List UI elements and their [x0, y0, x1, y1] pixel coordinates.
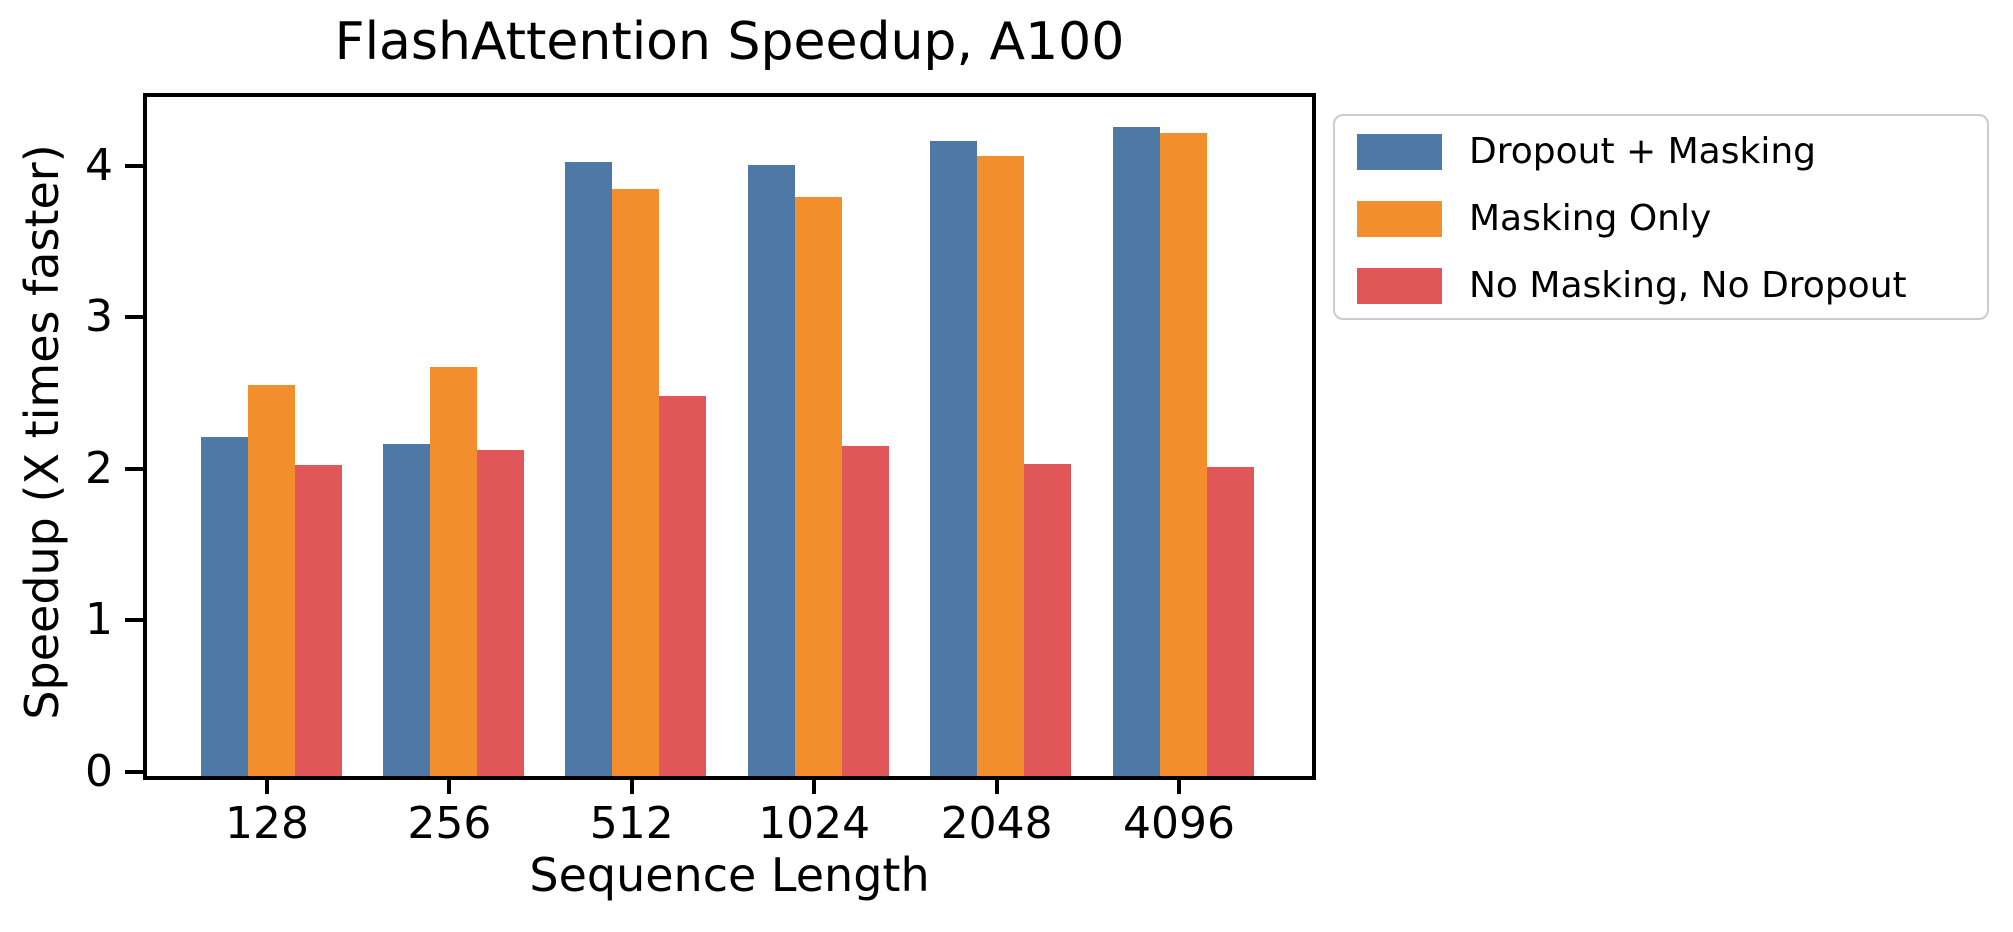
x-tick-label-4096: 4096 — [1123, 798, 1235, 849]
y-tick-label-2: 2 — [85, 442, 113, 494]
bar-512-series-1 — [612, 189, 660, 776]
legend-swatch-1 — [1357, 201, 1442, 237]
x-tick-label-1024: 1024 — [758, 798, 871, 849]
y-tick-mark-1 — [125, 618, 143, 623]
x-tick-mark-2048 — [994, 776, 999, 794]
legend-swatch-0 — [1357, 134, 1442, 170]
x-tick-mark-1024 — [812, 776, 817, 794]
bar-1024-series-1 — [794, 197, 842, 776]
legend-label-0: Dropout + Masking — [1469, 131, 1817, 172]
legend-swatch-2 — [1357, 268, 1442, 304]
plot-area — [143, 93, 1316, 780]
bar-128-series-2 — [294, 465, 342, 776]
y-tick-mark-3 — [125, 315, 143, 320]
x-tick-label-512: 512 — [589, 798, 674, 849]
x-axis-label: Sequence Length — [529, 848, 930, 902]
x-tick-label-128: 128 — [225, 798, 309, 849]
bar-2048-series-0 — [930, 141, 978, 776]
bar-4096-series-0 — [1112, 127, 1160, 776]
legend-label-2: No Masking, No Dropout — [1469, 265, 1907, 306]
y-tick-mark-4 — [125, 163, 143, 168]
x-tick-label-256: 256 — [407, 798, 492, 849]
x-tick-mark-4096 — [1177, 776, 1181, 794]
y-tick-label-4: 4 — [85, 139, 113, 191]
y-tick-label-3: 3 — [85, 291, 113, 343]
bar-4096-series-2 — [1206, 467, 1254, 776]
y-tick-label-0: 0 — [85, 746, 113, 797]
x-tick-mark-512 — [629, 776, 634, 794]
bar-1024-series-2 — [841, 446, 889, 776]
legend-label-1: Masking Only — [1469, 198, 1712, 239]
bar-256-series-1 — [429, 367, 477, 776]
y-tick-label-1: 1 — [85, 594, 113, 646]
x-tick-mark-256 — [447, 776, 452, 794]
y-tick-mark-2 — [125, 466, 143, 471]
y-axis-label: Speedup (X times faster) — [15, 144, 69, 720]
bar-1024-series-0 — [747, 165, 795, 776]
bar-2048-series-2 — [1024, 464, 1072, 776]
legend: Dropout + Masking Masking Only No Masking,… — [1333, 114, 1989, 320]
bar-2048-series-1 — [977, 156, 1025, 776]
x-tick-label-2048: 2048 — [940, 798, 1053, 849]
bar-256-series-2 — [476, 450, 524, 776]
bar-4096-series-1 — [1159, 133, 1207, 776]
bar-128-series-0 — [200, 437, 248, 776]
bar-512-series-2 — [659, 396, 707, 776]
y-tick-mark-0 — [125, 770, 143, 774]
bar-512-series-0 — [565, 162, 613, 776]
bar-128-series-1 — [247, 385, 295, 776]
bar-256-series-0 — [382, 444, 430, 776]
chart-title: FlashAttention Speedup, A100 — [334, 12, 1125, 72]
x-tick-mark-128 — [265, 776, 269, 794]
